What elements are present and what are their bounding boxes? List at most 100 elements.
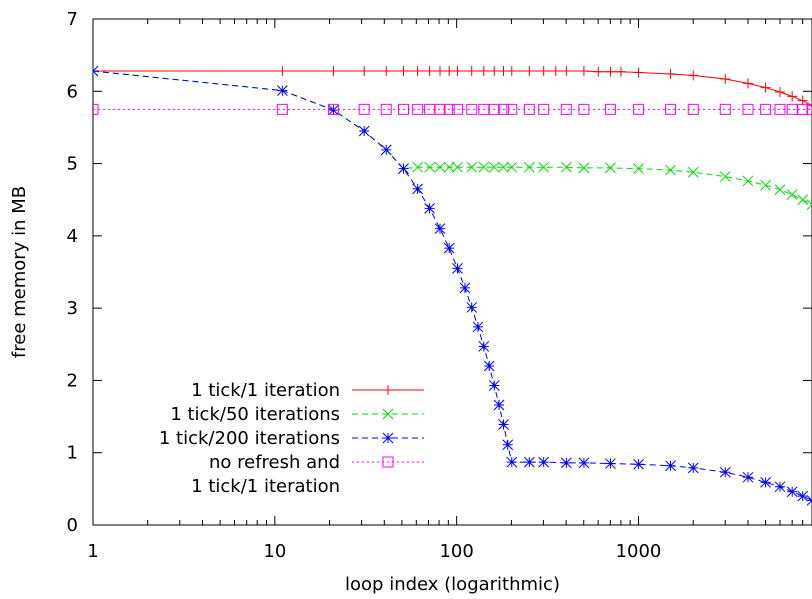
star-marker	[743, 472, 753, 482]
plus-marker	[688, 70, 698, 80]
y-tick-label: 6	[67, 81, 78, 102]
legend-entry-4: no refresh and 1 tick/1 iteration	[191, 452, 424, 497]
star-marker	[413, 184, 423, 194]
star-marker	[579, 458, 589, 468]
star-marker	[484, 361, 494, 371]
cross-marker	[787, 190, 797, 200]
plot-border	[93, 19, 812, 525]
star-marker	[473, 322, 483, 332]
star-marker	[524, 457, 534, 467]
plus-marker	[593, 67, 603, 77]
axis-ticks	[93, 19, 812, 525]
plus-marker	[775, 87, 785, 97]
star-marker	[452, 263, 462, 273]
series-1-line	[93, 71, 812, 106]
plus-marker	[720, 74, 730, 84]
x-tick-label: 1000	[616, 541, 662, 562]
legend-entry-2: 1 tick/50 iterations	[170, 404, 424, 425]
plus-marker	[413, 66, 423, 76]
plot-area	[93, 19, 812, 525]
y-tick-label: 2	[67, 370, 78, 391]
star-marker	[494, 400, 504, 410]
star-marker	[605, 459, 615, 469]
plus-marker	[479, 66, 489, 76]
plus-marker	[616, 67, 626, 77]
plus-marker	[398, 66, 408, 76]
star-marker	[425, 203, 435, 213]
plus-marker	[467, 66, 477, 76]
star-marker	[489, 380, 499, 390]
star-marker	[634, 459, 644, 469]
legend-label: 1 tick/1 iteration	[191, 476, 340, 497]
cross-marker	[524, 162, 534, 172]
star-marker	[499, 420, 509, 430]
star-marker	[503, 440, 513, 450]
star-marker	[88, 66, 98, 76]
series-2	[88, 66, 812, 210]
plus-marker	[381, 66, 391, 76]
plus-marker	[452, 66, 462, 76]
legend-label: 1 tick/200 iterations	[159, 428, 340, 449]
star-marker	[539, 457, 549, 467]
plus-marker	[551, 66, 561, 76]
star-marker	[479, 341, 489, 351]
star-marker	[381, 145, 391, 155]
star-marker	[359, 126, 369, 136]
star-marker	[720, 467, 730, 477]
cross-marker	[444, 162, 454, 172]
y-tick-label: 3	[67, 298, 78, 319]
series-4	[88, 104, 812, 114]
legend-label: 1 tick/50 iterations	[170, 404, 340, 425]
plus-marker	[507, 66, 517, 76]
plus-marker	[383, 385, 393, 395]
series-2-line	[93, 71, 812, 205]
y-axis-title: free memory in MB	[9, 186, 30, 358]
cross-marker	[798, 195, 808, 205]
star-marker	[467, 302, 477, 312]
x-tick-label: 1	[87, 541, 98, 562]
plus-marker	[277, 66, 287, 76]
star-marker	[328, 105, 338, 115]
star-marker	[798, 491, 808, 501]
plus-marker	[539, 66, 549, 76]
x-tick-label: 10	[263, 541, 286, 562]
plus-marker	[761, 83, 771, 93]
plus-marker	[524, 66, 534, 76]
plus-marker	[435, 66, 445, 76]
star-marker	[688, 463, 698, 473]
star-marker	[435, 224, 445, 234]
plus-marker	[605, 67, 615, 77]
y-tick-label: 7	[67, 9, 78, 30]
cross-marker	[761, 180, 771, 190]
legend-entry-1: 1 tick/1 iteration	[191, 380, 424, 401]
y-tick-label: 0	[67, 515, 78, 536]
plus-marker	[561, 66, 571, 76]
star-marker	[775, 482, 785, 492]
star-marker	[561, 458, 571, 468]
star-marker	[460, 283, 470, 293]
star-marker	[507, 457, 517, 467]
plus-marker	[359, 66, 369, 76]
plus-marker	[579, 66, 589, 76]
plus-marker	[489, 66, 499, 76]
cross-marker	[435, 162, 445, 172]
plus-marker	[743, 78, 753, 88]
star-marker	[277, 86, 287, 96]
star-marker	[761, 477, 771, 487]
x-tick-label: 100	[439, 541, 473, 562]
star-marker	[787, 487, 797, 497]
plus-marker	[666, 69, 676, 79]
star-marker	[666, 461, 676, 471]
cross-marker	[743, 176, 753, 186]
legend-label: no refresh and	[209, 452, 340, 473]
plus-marker	[425, 66, 435, 76]
x-axis-title: loop index (logarithmic)	[345, 574, 560, 595]
star-marker	[807, 495, 812, 505]
plus-marker	[787, 91, 797, 101]
legend: 1 tick/1 iteration 1 tick/50 iterations 1 …	[159, 380, 424, 497]
star-marker	[398, 164, 408, 174]
y-tick-label: 4	[67, 226, 78, 247]
star-marker	[444, 243, 454, 253]
